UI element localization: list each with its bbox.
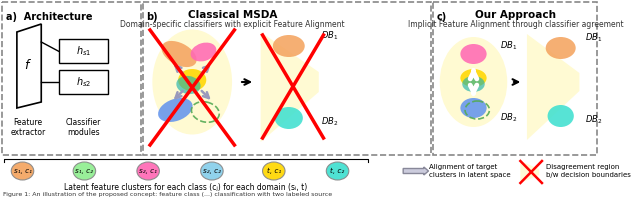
Text: $DB_1$: $DB_1$	[321, 30, 338, 42]
Ellipse shape	[462, 76, 484, 92]
Text: Domain-specific classifiers with explicit Feature Alignment: Domain-specific classifiers with explici…	[120, 20, 345, 29]
Ellipse shape	[178, 69, 206, 91]
FancyBboxPatch shape	[2, 2, 141, 155]
Ellipse shape	[326, 162, 349, 180]
Ellipse shape	[191, 43, 216, 61]
Text: t, c₂: t, c₂	[330, 168, 345, 174]
FancyBboxPatch shape	[143, 2, 431, 155]
Ellipse shape	[273, 35, 305, 57]
Ellipse shape	[158, 98, 193, 122]
Text: s₂, c₂: s₂, c₂	[203, 168, 221, 174]
Ellipse shape	[440, 37, 508, 127]
Ellipse shape	[161, 41, 196, 67]
Text: b): b)	[147, 12, 158, 22]
Text: $DB_2$: $DB_2$	[500, 112, 517, 124]
Text: Our Approach: Our Approach	[475, 10, 556, 20]
Polygon shape	[260, 32, 319, 142]
Text: c): c)	[437, 12, 447, 22]
Ellipse shape	[546, 37, 576, 59]
Text: $DB_1$: $DB_1$	[585, 32, 602, 44]
Text: $f$: $f$	[24, 58, 32, 72]
Text: $h_{s2}$: $h_{s2}$	[76, 75, 91, 89]
Ellipse shape	[177, 76, 200, 94]
Text: a)  Architecture: a) Architecture	[6, 12, 92, 22]
Polygon shape	[527, 34, 579, 140]
Polygon shape	[520, 161, 539, 183]
Text: t, c₁: t, c₁	[267, 168, 281, 174]
Ellipse shape	[262, 162, 285, 180]
Text: Classical MSDA: Classical MSDA	[188, 10, 277, 20]
Text: Latent feature clusters for each class (cⱼ) for each domain (sᵢ, t): Latent feature clusters for each class (…	[64, 183, 307, 192]
Text: Implicit Feature Alignment through classifier agreement: Implicit Feature Alignment through class…	[408, 20, 623, 29]
Ellipse shape	[137, 162, 159, 180]
Ellipse shape	[548, 105, 574, 127]
FancyArrow shape	[403, 167, 429, 175]
Ellipse shape	[201, 162, 223, 180]
Text: Disagreement region
b/w decision boundaries: Disagreement region b/w decision boundar…	[546, 164, 630, 178]
Text: $h_{s1}$: $h_{s1}$	[76, 44, 91, 58]
Ellipse shape	[460, 44, 486, 64]
Text: Figure 1: An illustration of the proposed concept: feature class (...) classific: Figure 1: An illustration of the propose…	[3, 192, 332, 197]
Text: $DB_1$: $DB_1$	[500, 40, 517, 52]
Text: Alignment of target
clusters in latent space: Alignment of target clusters in latent s…	[429, 164, 511, 178]
Text: s₂, c₁: s₂, c₁	[139, 168, 157, 174]
Ellipse shape	[275, 107, 303, 129]
Polygon shape	[17, 24, 41, 108]
Ellipse shape	[12, 162, 34, 180]
Ellipse shape	[460, 69, 486, 87]
FancyBboxPatch shape	[59, 70, 108, 94]
FancyBboxPatch shape	[433, 2, 597, 155]
Ellipse shape	[73, 162, 95, 180]
Text: $DB_2$: $DB_2$	[321, 116, 338, 128]
Text: s₁, c₂: s₁, c₂	[76, 168, 93, 174]
FancyBboxPatch shape	[59, 39, 108, 63]
Text: $DB_2$: $DB_2$	[585, 114, 602, 126]
Ellipse shape	[460, 98, 486, 118]
Text: Feature
extractor: Feature extractor	[10, 118, 45, 137]
Ellipse shape	[152, 29, 232, 135]
Text: s₁, c₁: s₁, c₁	[13, 168, 31, 174]
Text: Classifier
modules: Classifier modules	[66, 118, 101, 137]
